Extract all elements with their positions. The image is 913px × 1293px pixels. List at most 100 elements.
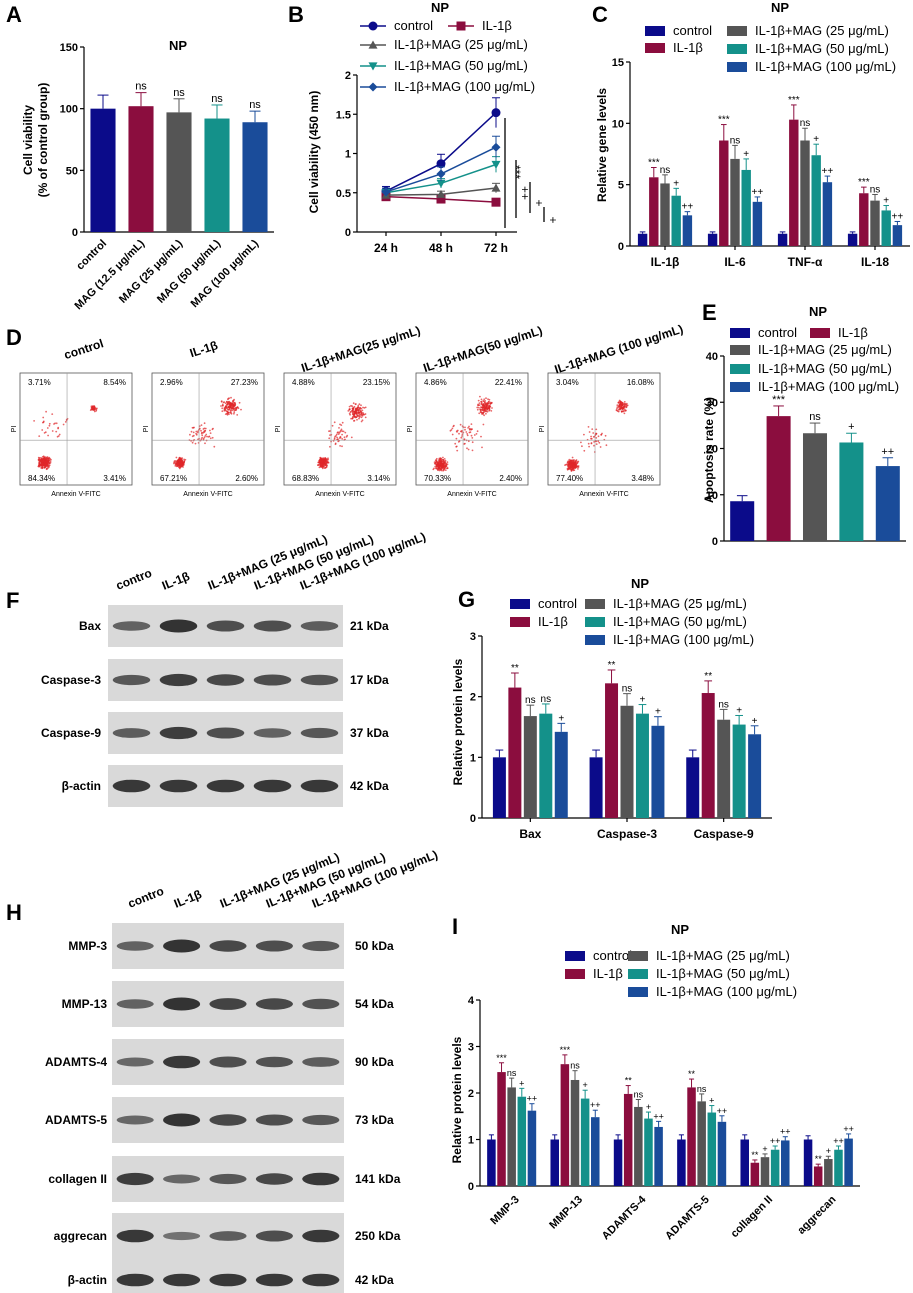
event-dot <box>454 442 457 445</box>
kda-label: 17 kDa <box>350 673 389 687</box>
event-dot <box>350 417 352 420</box>
event-dot <box>363 413 366 416</box>
bar <box>740 1139 749 1186</box>
bar <box>589 757 603 818</box>
event-dot <box>95 409 98 411</box>
event-dot <box>227 411 230 414</box>
event-dot <box>231 405 234 408</box>
event-dot <box>328 437 331 440</box>
legend-marker <box>368 21 378 31</box>
legend-label: IL-1β <box>673 40 703 55</box>
y-tick-label: 4 <box>468 995 475 1007</box>
event-dot <box>443 458 446 460</box>
blot-band <box>163 939 201 953</box>
blot-band <box>163 1273 201 1287</box>
event-dot <box>456 449 459 452</box>
legend-label: IL-1β+MAG (25 μg/mL) <box>755 23 889 38</box>
event-dot <box>204 442 206 445</box>
bar <box>591 1117 600 1186</box>
blot-row <box>112 981 344 1027</box>
legend-label: IL-1β+MAG (50 μg/mL) <box>613 614 747 629</box>
blot-row <box>108 605 343 647</box>
bar <box>166 112 192 232</box>
event-dot <box>48 424 51 427</box>
bar <box>701 693 715 818</box>
bar <box>644 1118 653 1186</box>
blot-band <box>159 673 198 687</box>
event-dot <box>485 409 487 412</box>
event-dot <box>51 413 54 415</box>
y-tick-label: 2 <box>470 692 476 704</box>
significance-label: *** <box>772 394 786 406</box>
event-dot <box>234 409 237 412</box>
event-dot <box>322 465 325 467</box>
event-dot <box>569 465 571 468</box>
event-dot <box>341 438 344 440</box>
event-dot <box>480 408 483 411</box>
flow-plot-title: IL-1β+MAG(50 μg/mL) <box>421 323 544 375</box>
legend-label: IL-1β <box>838 325 868 340</box>
event-dot <box>469 431 472 434</box>
bar <box>613 1139 623 1186</box>
event-dot <box>574 462 576 465</box>
event-dot <box>442 458 445 461</box>
y-tick-label: 3 <box>468 1042 474 1054</box>
event-dot <box>93 405 96 408</box>
event-dot <box>482 423 485 426</box>
event-dot <box>356 408 359 410</box>
blot-band <box>206 620 245 632</box>
event-dot <box>41 429 44 431</box>
legend-label: IL-1β <box>482 18 512 33</box>
significance-label: + <box>848 421 854 433</box>
event-dot <box>180 461 183 464</box>
y-tick-label: 20 <box>706 444 718 456</box>
blot-band <box>302 1273 340 1287</box>
event-dot <box>616 406 619 409</box>
bar <box>875 466 900 541</box>
event-dot <box>202 431 205 434</box>
event-dot <box>486 408 489 411</box>
event-dot <box>356 406 359 409</box>
bar <box>789 119 799 246</box>
significance-label: *** <box>560 1045 571 1055</box>
quadrant-value: 68.83% <box>292 474 319 483</box>
legend-swatch <box>628 969 648 979</box>
data-point <box>491 197 501 207</box>
y-axis-label: Relative protein levels <box>451 658 465 785</box>
event-dot <box>45 410 47 413</box>
event-dot <box>224 405 227 408</box>
event-dot <box>204 427 207 430</box>
x-tick-label: 72 h <box>484 241 508 255</box>
event-dot <box>205 433 208 436</box>
x-axis-label: Annexin V-FITC <box>579 491 628 498</box>
legend-label: IL-1β <box>593 966 623 981</box>
y-tick-label: 0 <box>618 241 624 253</box>
legend-swatch <box>585 617 605 627</box>
quadrant-value: 84.34% <box>28 474 55 483</box>
event-dot <box>348 408 351 411</box>
blot-band <box>206 779 245 793</box>
event-dot <box>362 406 364 409</box>
event-dot <box>619 408 622 411</box>
significance-label: + <box>646 1102 651 1112</box>
event-dot <box>62 423 65 426</box>
event-dot <box>341 430 344 433</box>
event-dot <box>441 460 444 463</box>
event-dot <box>44 456 47 458</box>
significance-label: ** <box>511 663 519 674</box>
event-dot <box>333 421 336 424</box>
blot-band <box>255 1273 293 1287</box>
event-dot <box>571 468 574 471</box>
legend-label: control <box>593 948 632 963</box>
flow-plot: 3.04% 16.08% 77.40% 3.48% Annexin V-FITC PI <box>539 372 661 498</box>
legend-swatch <box>730 345 750 355</box>
x-axis-label: Annexin V-FITC <box>183 491 232 498</box>
bar <box>839 442 864 541</box>
event-dot <box>180 463 182 465</box>
blot-band <box>159 726 198 740</box>
panel-letter-B: B <box>288 2 304 27</box>
bar <box>760 1157 770 1186</box>
event-dot <box>196 431 199 434</box>
chart-title: NP <box>169 38 187 53</box>
bar <box>671 195 681 246</box>
